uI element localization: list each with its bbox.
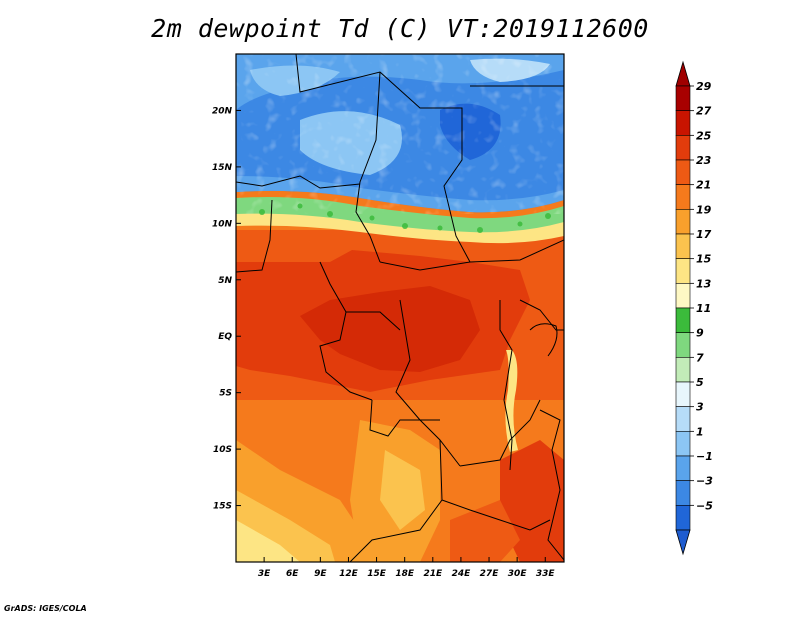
country-borders	[236, 54, 564, 562]
colorbar-label: 17	[696, 228, 712, 241]
colorbar-segment	[675, 505, 691, 531]
colorbar-segment	[675, 283, 691, 309]
colorbar-segment	[675, 406, 691, 432]
colorbar-segment	[675, 135, 691, 161]
lat-tick-label: 5N	[218, 276, 232, 286]
colorbar-label: 15	[696, 253, 712, 266]
lon-tick-label: 6E	[286, 569, 299, 579]
colorbar-label: 9	[696, 327, 704, 340]
lon-axis: 3E 6E 9E 12E 15E 18E 21E 24E 27E 30E 33E	[258, 557, 556, 579]
colorbar-segment	[675, 184, 691, 210]
colorbar-label: 27	[696, 105, 712, 118]
lon-tick-label: 24E	[452, 569, 472, 579]
map-frame	[235, 53, 565, 563]
lon-tick-label: 3E	[258, 569, 271, 579]
colorbar-segment	[675, 357, 691, 383]
lon-tick-label: 12E	[339, 569, 359, 579]
colorbar-label: 23	[696, 154, 712, 167]
colorbar-segment	[675, 233, 691, 259]
grads-credit: GrADS: IGES/COLA	[4, 604, 87, 613]
colorbar-label: 21	[696, 179, 711, 192]
colorbar-segment	[675, 159, 691, 185]
colorbar-segment	[675, 480, 691, 506]
colorbar-segment	[675, 110, 691, 136]
lat-tick-label: 10S	[213, 445, 232, 455]
colorbar-segment	[675, 381, 691, 407]
colorbar-label: 25	[696, 129, 712, 142]
lon-tick-label: 15E	[367, 569, 387, 579]
lon-tick-label: 18E	[395, 569, 415, 579]
lat-tick-label: 15N	[212, 163, 233, 173]
colorbar: 29 27 25 23 21 19 17 15 13 11 9 7 5 3 1 −1 −3 −5	[675, 60, 713, 556]
colorbar-label: 3	[696, 401, 704, 414]
colorbar-segment	[675, 85, 691, 111]
colorbar-label: 5	[696, 376, 704, 389]
colorbar-label: −3	[696, 475, 713, 488]
colorbar-label: 29	[696, 80, 712, 93]
colorbar-label: −1	[696, 450, 713, 463]
map-title: 2m dewpoint Td (C) VT:2019112600	[151, 14, 649, 43]
colorbar-label: 1	[696, 425, 704, 438]
colorbar-segment	[675, 431, 691, 457]
lat-tick-label: 10N	[212, 219, 233, 229]
lon-tick-label: 30E	[508, 569, 528, 579]
lat-tick-label: EQ	[218, 332, 232, 342]
lon-tick-label: 27E	[480, 569, 500, 579]
colorbar-label: 7	[696, 351, 704, 364]
dewpoint-field	[236, 54, 564, 562]
colorbar-label: 13	[696, 277, 712, 290]
colorbar-bottom-arrow	[675, 529, 691, 556]
colorbar-label: 19	[696, 203, 712, 216]
lon-tick-label: 21E	[423, 569, 443, 579]
colorbar-segment	[675, 209, 691, 235]
lon-tick-label: 9E	[314, 569, 327, 579]
colorbar-segment	[675, 258, 691, 284]
colorbar-segment	[675, 455, 691, 481]
lat-tick-label: 5S	[219, 389, 232, 399]
colorbar-segment	[675, 307, 691, 333]
colorbar-label: 11	[696, 302, 711, 315]
lon-tick-label: 33E	[536, 569, 556, 579]
colorbar-segment	[675, 332, 691, 358]
lat-tick-label: 20N	[212, 106, 233, 116]
colorbar-top-arrow	[675, 60, 691, 87]
lat-axis: 20N 15N 10N 5N EQ 5S 10S 15S	[212, 106, 241, 512]
colorbar-label: −5	[696, 499, 713, 512]
lat-tick-label: 15S	[213, 502, 232, 512]
